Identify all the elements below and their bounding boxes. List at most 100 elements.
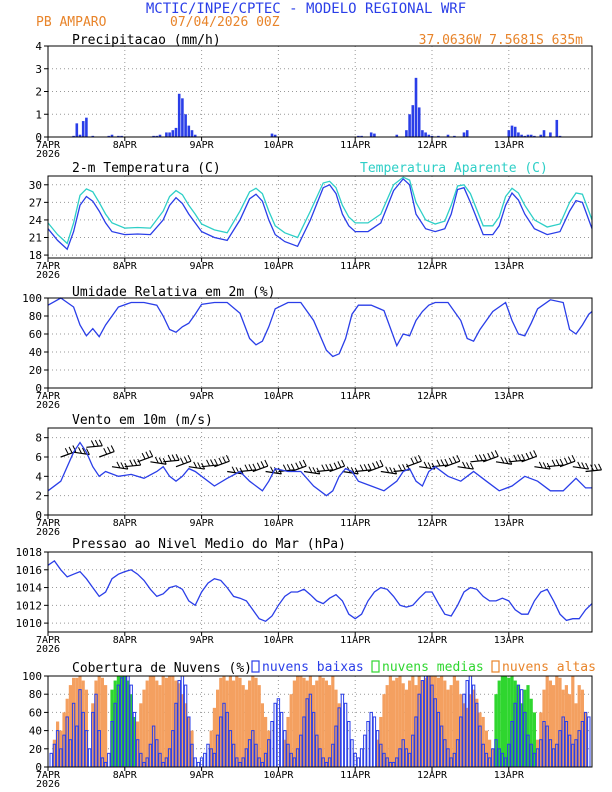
wind-barb (585, 469, 602, 473)
cloud-low-bar (356, 757, 361, 768)
cloud-high-bar (465, 707, 469, 767)
cloud-low-bar (49, 752, 53, 768)
legend-label: nuvens altas (502, 660, 596, 675)
cloud-high-bar (222, 676, 226, 767)
y-tick-label: 80 (29, 310, 42, 323)
y-tick-label: 0 (35, 761, 42, 774)
wind-barb-feather (180, 457, 184, 465)
cloud-high-bar (97, 676, 101, 767)
cloud-high-bar (481, 716, 485, 767)
x-tick-label: 7APR (36, 518, 61, 529)
cloud-high-bar (420, 680, 424, 767)
wind-barb-feather (295, 462, 300, 469)
cloud-medium-bar (120, 676, 124, 767)
y-tick-label: 20 (29, 743, 42, 756)
cloud-high-bar (385, 685, 389, 767)
cloud-high-bar (328, 685, 332, 767)
cloud-high-bar (81, 680, 85, 767)
x-tick-label: 10APR (263, 518, 294, 529)
precip-bar (549, 132, 552, 137)
y-tick-label: 1018 (16, 546, 43, 559)
wind-barb-feather (559, 458, 564, 466)
precip-bar (437, 135, 440, 137)
cloud-high-bar (139, 703, 143, 767)
cloud-high-bar (152, 676, 156, 767)
run-date-label: 07/04/2026 00Z (170, 15, 280, 30)
y-tick-label: 3 (35, 63, 42, 76)
wind-barb-feather (482, 454, 487, 461)
precip-bar (155, 135, 159, 137)
x-tick-label: 11APR (340, 770, 371, 781)
cloud-high-bar (312, 685, 316, 767)
cloud-low-bar (199, 757, 204, 768)
cloud-medium-bar (532, 712, 536, 767)
cloud-high-bar (228, 676, 232, 767)
x-tick-label: 12APR (417, 261, 448, 272)
cloud-high-bar (408, 680, 412, 767)
wind-barb-feather (183, 456, 188, 463)
y-tick-label: 2 (35, 86, 42, 99)
cloud-high-bar (321, 677, 325, 767)
cloud-high-bar (142, 689, 146, 767)
wind-barb (98, 450, 115, 458)
x-tick-label: 11APR (340, 635, 371, 646)
precip-bar (395, 134, 399, 137)
cloud-low-bar (279, 711, 284, 768)
cloud-high-bar (411, 676, 415, 767)
cloud-high-bar (542, 689, 546, 767)
wind-barb-feather (363, 464, 368, 471)
year-label: 2026 (36, 527, 60, 538)
wind-barb-feather (436, 459, 441, 467)
legend-swatch (491, 660, 500, 673)
cloud-high-bar (168, 676, 172, 767)
cloud-high-bar (78, 676, 82, 767)
cloud-high-bar (91, 703, 95, 767)
wind-barb-feather (585, 462, 590, 470)
wind-barb-feather (525, 452, 530, 460)
wind-barb-feather (474, 454, 479, 462)
precip-bar (85, 117, 88, 137)
wind-barb-feather (120, 462, 125, 469)
cloud-high-bar (251, 676, 255, 767)
wind-barb-feather (252, 463, 257, 471)
wind-barb-feather (372, 462, 376, 469)
cloud-high-bar (283, 739, 287, 767)
wind-barb-feather (218, 457, 223, 465)
wind-barb-feather (260, 461, 265, 468)
legend-apparent-temperature: Temperatura Aparente (C) (360, 161, 548, 176)
x-tick-label: 10APR (263, 140, 294, 151)
cloud-high-bar (436, 677, 440, 767)
x-tick-label: 8APR (113, 770, 138, 781)
cloud-high-bar (171, 676, 175, 767)
precip-bar (187, 125, 191, 137)
precip-bar (270, 133, 274, 137)
precip-bar (453, 135, 456, 137)
cloud-high-bar (427, 676, 431, 767)
wind-barb-feather (299, 461, 303, 468)
precip-bar (529, 134, 533, 137)
cloud-high-bar (443, 680, 447, 767)
y-tick-label: 2 (35, 490, 42, 503)
cloud-high-bar (568, 694, 572, 767)
precip-bar (558, 135, 562, 137)
x-tick-label: 11APR (340, 261, 371, 272)
precip-bar (510, 125, 514, 137)
cloud-high-bar (580, 689, 584, 767)
panel-title: 2-m Temperatura (C) (72, 161, 221, 176)
cloud-high-bar (238, 677, 242, 767)
cloud-high-bar (180, 694, 184, 767)
panel-title: Umidade Relativa em 2m (%) (72, 285, 276, 300)
y-tick-label: 1016 (16, 564, 43, 577)
precip-bar (465, 130, 469, 137)
cloud-high-bar (299, 676, 303, 767)
cloud-high-bar (296, 676, 300, 767)
precip-bar (357, 135, 360, 137)
wind-barb-feather (85, 448, 90, 455)
y-tick-label: 4 (35, 40, 42, 53)
precip-bar (152, 135, 155, 137)
wind-barb (457, 466, 474, 470)
cloud-high-bar (65, 698, 69, 767)
precip-bar (414, 77, 418, 137)
cloud-medium-bar (126, 680, 130, 767)
